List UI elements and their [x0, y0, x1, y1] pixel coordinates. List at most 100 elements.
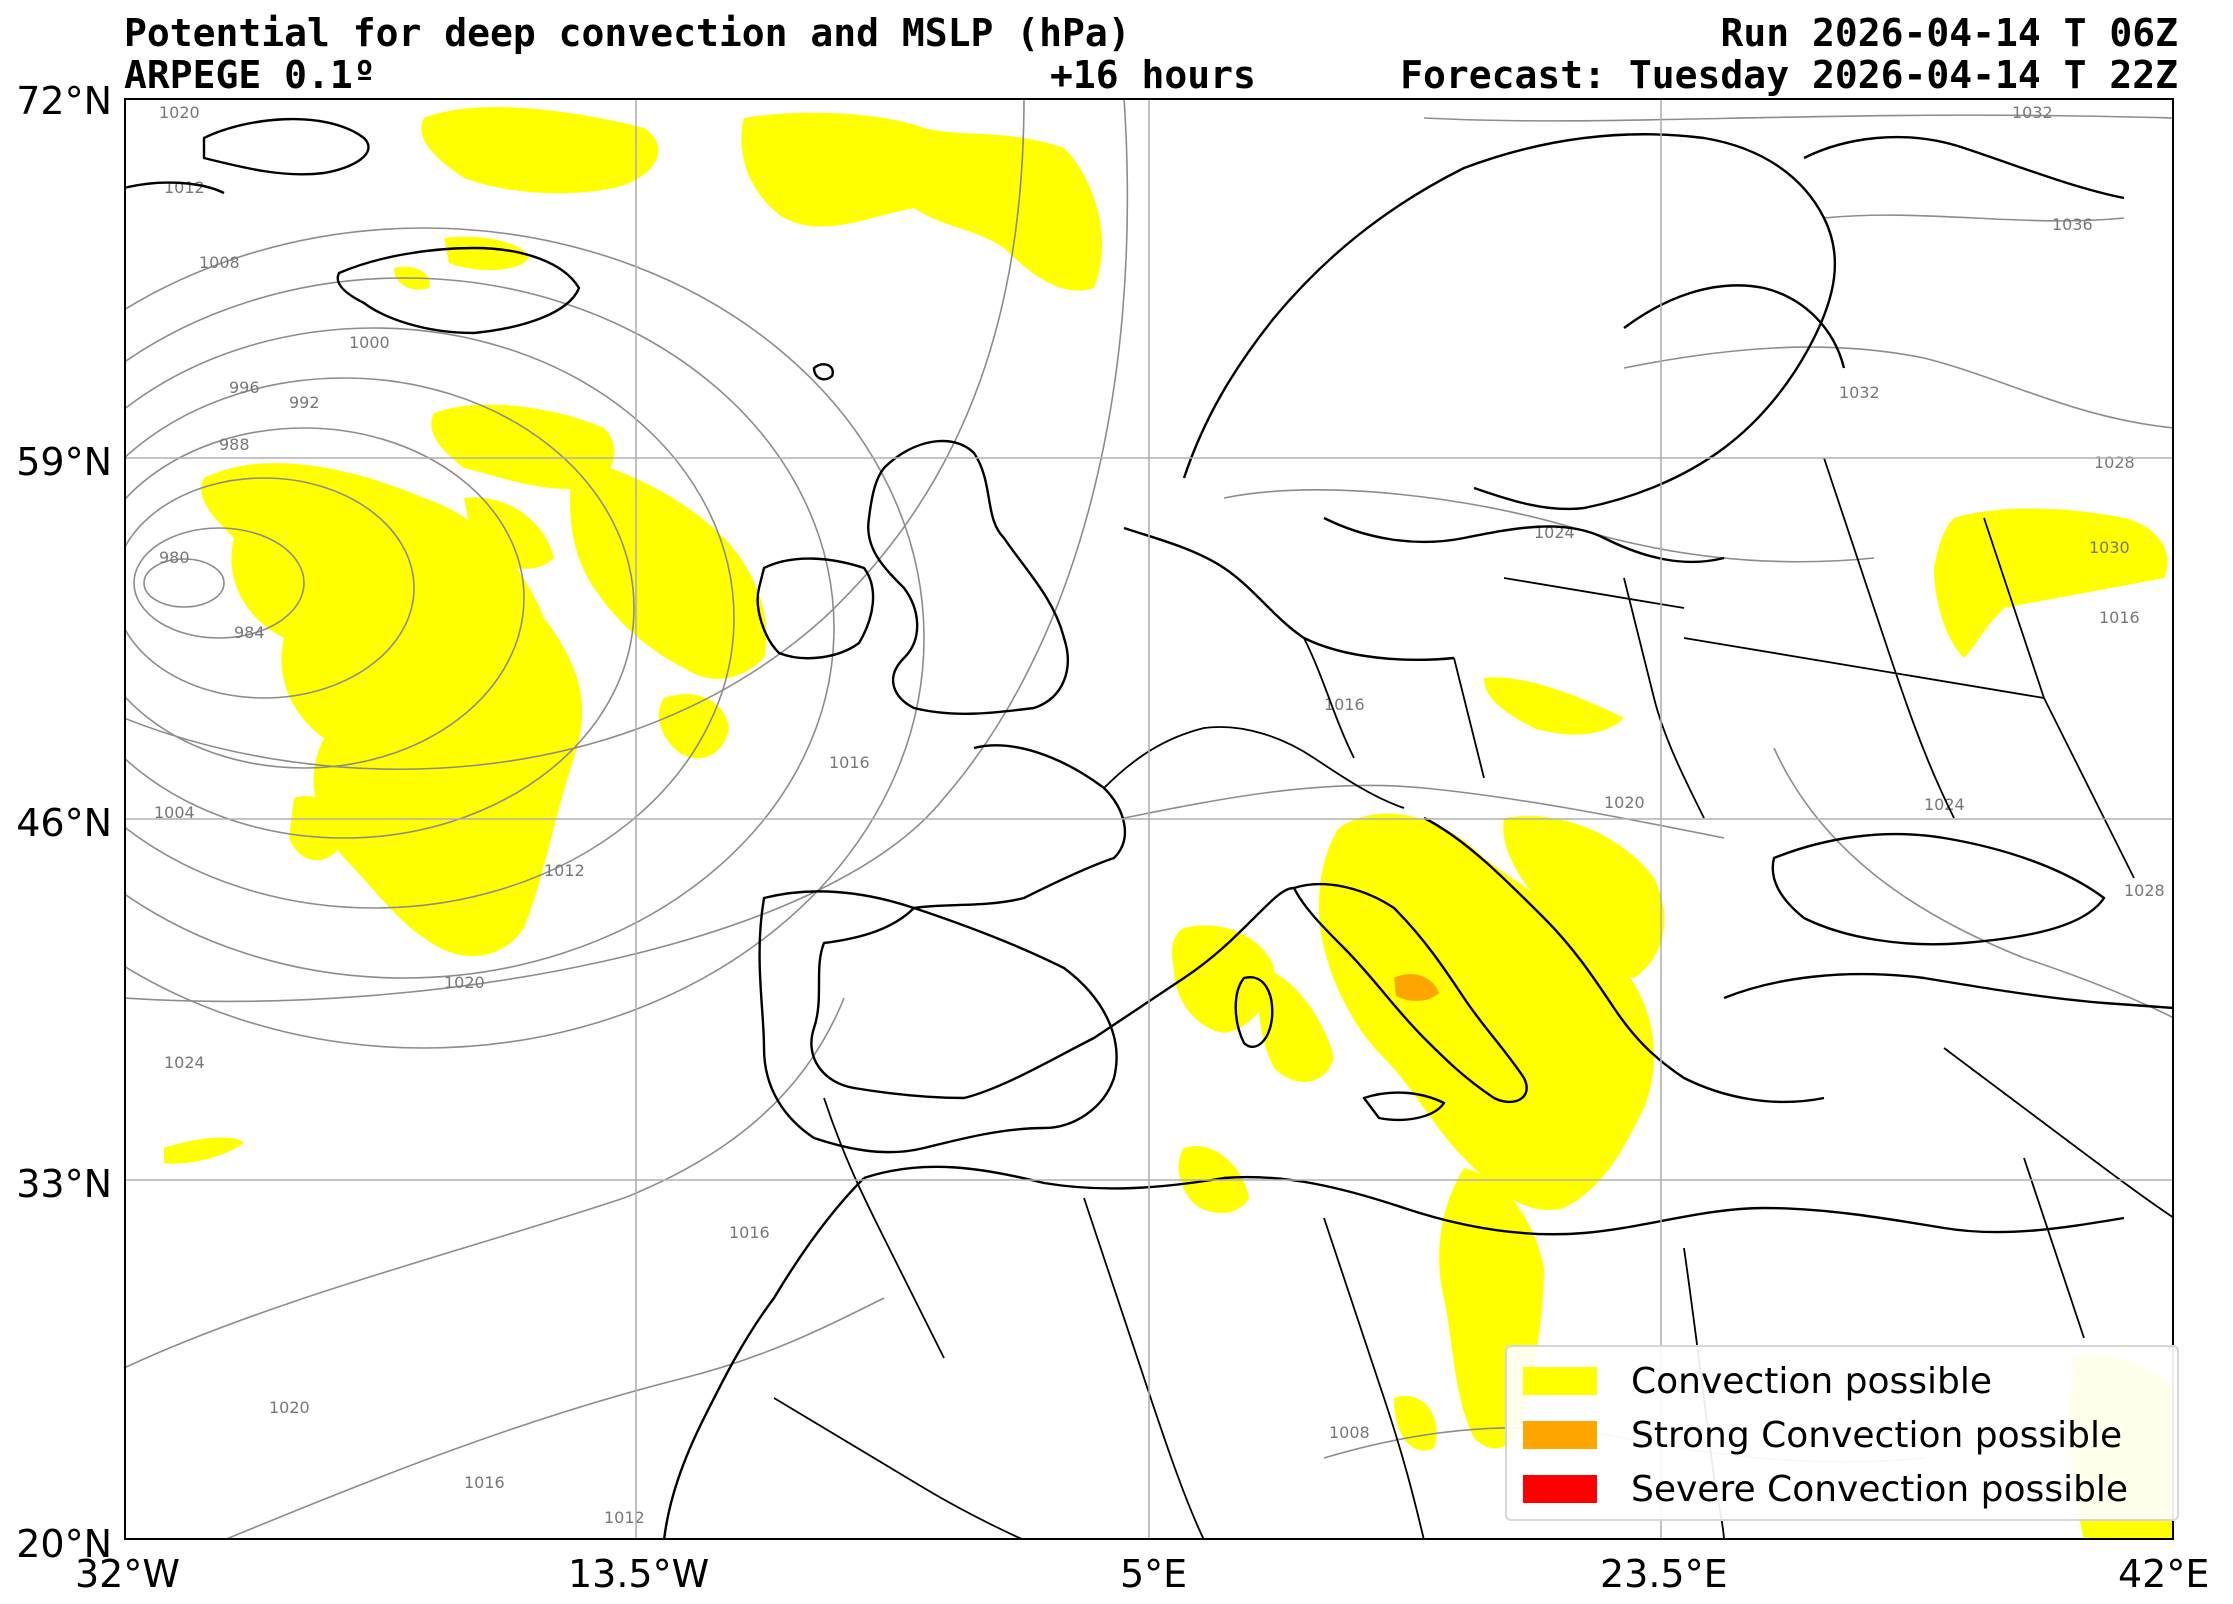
isobar-label: 1024 — [164, 1053, 205, 1072]
country-border — [773, 1397, 1025, 1540]
isobar-line — [124, 377, 635, 839]
convection-area-greenland-sea — [444, 236, 529, 270]
isobar-line — [124, 277, 835, 979]
country-border — [1943, 1047, 2174, 1219]
convection-areas — [164, 107, 2174, 1540]
greenland-coast — [124, 181, 225, 195]
legend-label: Convection possible — [1631, 1360, 1993, 1402]
isobar-label: 1020 — [444, 973, 485, 992]
lon-tick-label: 13.5°W — [568, 1552, 710, 1596]
legend-item: Convection possible — [1523, 1360, 1993, 1402]
country-border — [1103, 726, 1405, 809]
convection-area-italy — [1319, 813, 1654, 1210]
isobar-label: 1008 — [199, 253, 240, 272]
isobar-label: 1016 — [729, 1223, 770, 1242]
isobar-label: 996 — [229, 378, 260, 397]
legend: Convection possible Strong Convection po… — [1505, 1345, 2179, 1521]
isobar-label: 1016 — [2099, 608, 2140, 627]
sardinia-coast — [1234, 976, 1274, 1049]
isobar-label: 1016 — [829, 753, 870, 772]
model-name: ARPEGE 0.1º — [124, 53, 376, 97]
legend-swatch-strong — [1523, 1421, 1597, 1449]
lat-tick-label: 33°N — [16, 1162, 112, 1206]
island-coast — [812, 363, 834, 381]
isobar-label: 1020 — [269, 1398, 310, 1417]
isobar-line — [1423, 114, 2174, 122]
country-border — [1823, 457, 1955, 819]
isobar-label: 1000 — [349, 333, 390, 352]
lat-tick-label: 72°N — [16, 79, 112, 123]
legend-label: Severe Convection possible — [1631, 1468, 2129, 1510]
forecast-map[interactable]: 1032 1036 1028 1020 1012 1008 1000 996 9… — [124, 98, 2174, 1540]
isobar-label: 1030 — [2089, 538, 2130, 557]
sicily-coast — [1362, 1091, 1446, 1122]
isobar-label: 1028 — [2124, 881, 2165, 900]
isobar-line — [124, 477, 415, 699]
isobar-labels: 1032 1036 1028 1020 1012 1008 1000 996 9… — [154, 103, 2165, 1527]
isobar-label: 980 — [159, 548, 190, 567]
isobar-label: 984 — [234, 623, 265, 642]
north-sea-coast — [1123, 526, 1455, 662]
convection-area-sardinia — [1258, 968, 1334, 1082]
iceland-coast — [336, 246, 581, 335]
isobar-line — [124, 327, 735, 909]
isobar-line — [143, 558, 225, 608]
isobar-label: 1020 — [159, 103, 200, 122]
strong-convection-area — [1394, 973, 1439, 1001]
isobar-label: 1008 — [1329, 1423, 1370, 1442]
convection-area-north-atlantic — [421, 107, 659, 194]
isobar-line — [223, 1297, 885, 1540]
convection-area-biscay-west — [658, 694, 729, 759]
black-sea-coast — [1771, 832, 2106, 946]
isobar-line — [124, 227, 925, 1049]
lat-tick-label: 20°N — [16, 1522, 112, 1566]
coastlines — [124, 117, 2174, 1540]
lon-tick-label: 5°E — [1120, 1552, 1188, 1596]
morocco-coast — [662, 1177, 865, 1540]
country-border — [1453, 657, 1485, 779]
lon-tick-label: 32°W — [75, 1552, 180, 1596]
isobar-line — [124, 427, 525, 769]
lon-tick-label: 23.5°E — [1600, 1552, 1728, 1596]
convection-area-atlantic-mid — [464, 497, 554, 569]
isobar-label: 1004 — [154, 803, 195, 822]
isobar-line — [124, 98, 1025, 770]
convection-area-atlantic — [201, 463, 583, 957]
convection-area-norwegian-sea — [741, 112, 1103, 291]
isobar-line — [124, 997, 845, 1369]
country-border — [823, 1097, 945, 1359]
isobar-label: 1016 — [1324, 695, 1365, 714]
balkan-coast — [1423, 816, 1825, 1104]
isobar-label: 1012 — [544, 861, 585, 880]
isobar-label: 1024 — [1924, 795, 1965, 814]
turkey-coast — [1723, 972, 2174, 1010]
convection-area-ireland — [570, 458, 767, 679]
country-border — [1623, 577, 1705, 819]
chart-title: Potential for deep convection and MSLP (… — [124, 11, 1131, 55]
convection-area-balkans — [1503, 816, 1665, 978]
legend-swatch-severe — [1523, 1475, 1597, 1503]
scandinavia-coast — [1182, 133, 1837, 511]
country-border — [1503, 577, 1685, 609]
run-time: Run 2026-04-14 T 06Z — [1720, 11, 2178, 55]
ireland-coast — [756, 557, 875, 660]
isobar-label: 1012 — [164, 178, 205, 197]
country-border — [1323, 1217, 1425, 1540]
isobar-label: 1032 — [2012, 103, 2053, 122]
legend-label: Strong Convection possible — [1631, 1414, 2123, 1456]
convection-area-tyrrhenian — [1172, 925, 1274, 1033]
legend-item: Strong Convection possible — [1523, 1414, 2123, 1456]
isobar-line — [1823, 214, 2125, 222]
continent-coast — [810, 744, 1295, 1100]
lat-tick-label: 59°N — [16, 440, 112, 484]
convection-area-atlantic-north — [431, 404, 615, 489]
legend-item: Severe Convection possible — [1523, 1468, 2129, 1510]
convection-area-libya-south — [1394, 1396, 1437, 1451]
country-border — [1083, 1197, 1205, 1540]
iberia-coast — [758, 890, 1118, 1154]
kola-coast — [1803, 135, 2125, 200]
convection-area-canaries — [164, 1137, 244, 1164]
isobar-label: 1032 — [1839, 383, 1880, 402]
isobar-contours — [124, 98, 2174, 1540]
country-border — [1303, 637, 1355, 759]
